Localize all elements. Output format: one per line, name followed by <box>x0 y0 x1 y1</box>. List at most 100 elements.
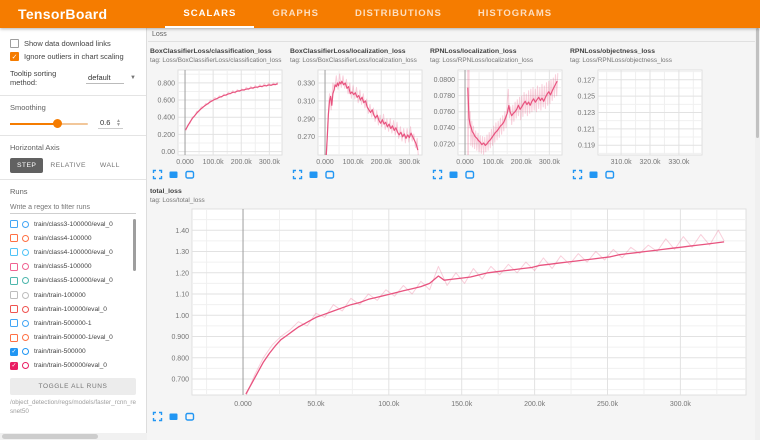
settings-sidebar: Show data download links ✓ Ignore outlie… <box>0 28 147 440</box>
smoothing-slider-knob[interactable] <box>52 119 62 128</box>
chart-actions <box>150 169 286 180</box>
svg-text:50.0k: 50.0k <box>307 401 325 408</box>
tab-graphs[interactable]: GRAPHS <box>272 7 319 19</box>
expand-icon[interactable] <box>292 169 303 180</box>
run-label: train/train-100000 <box>34 291 86 299</box>
run-item[interactable]: train/train-500000-1 <box>10 316 136 330</box>
tab-histograms[interactable]: HISTOGRAMS <box>477 7 553 19</box>
expand-icon[interactable] <box>432 169 443 180</box>
run-color-circle-icon <box>22 263 29 271</box>
run-checkbox[interactable] <box>10 319 18 328</box>
svg-text:100.0k: 100.0k <box>378 401 400 408</box>
run-item[interactable]: train/train-100000 <box>10 288 136 302</box>
run-item[interactable]: train/train-100000/eval_0 <box>10 302 136 316</box>
chart-title: total_loss <box>150 188 182 196</box>
run-checkbox[interactable] <box>10 291 18 300</box>
run-color-circle-icon <box>22 334 29 342</box>
ignore-outliers-checkbox[interactable]: ✓ <box>10 52 19 61</box>
tooltip-sorting-dropdown[interactable]: default <box>86 72 125 84</box>
run-item[interactable]: train/class4-100000/eval_0 <box>10 245 136 259</box>
chart-title: RPNLoss/localization_loss <box>430 48 517 55</box>
page-scrollbar[interactable] <box>755 28 760 440</box>
show-download-links-checkbox[interactable] <box>10 39 19 48</box>
run-checkbox[interactable] <box>10 220 18 229</box>
run-item[interactable]: train/class3-100000/eval_0 <box>10 217 136 231</box>
run-checkbox[interactable]: ✓ <box>10 347 18 356</box>
chart-card-classification-loss: BoxClassifierLoss/classification_loss ta… <box>150 48 286 180</box>
sidebar-horizontal-scrollbar-thumb[interactable] <box>2 434 98 439</box>
horizontal-axis-section: Horizontal Axis STEP RELATIVE WALL <box>0 136 146 180</box>
spinner-arrows-icon[interactable]: ▲ ▼ <box>116 117 121 128</box>
svg-text:0.127: 0.127 <box>577 77 595 84</box>
show-download-links-row[interactable]: Show data download links <box>10 39 136 48</box>
axis-wall-button[interactable]: WALL <box>99 162 120 169</box>
chart-plot[interactable]: 0.0720 0.0740 0.0760 0.0780 0.0800 0.000 100.0… <box>430 67 564 167</box>
expand-icon[interactable] <box>152 169 163 180</box>
svg-text:0.900: 0.900 <box>171 334 189 341</box>
run-item[interactable]: train/class4-100000 <box>10 231 136 245</box>
axis-step-button[interactable]: STEP <box>10 158 44 173</box>
chart-tag: tag: Loss/total_loss <box>150 196 205 204</box>
log-scale-toggle-icon[interactable] <box>448 169 459 180</box>
fit-domain-icon[interactable] <box>324 169 335 180</box>
log-scale-toggle-icon[interactable] <box>588 169 599 180</box>
run-checkbox[interactable]: ✓ <box>10 361 18 370</box>
run-color-circle-icon <box>22 305 29 313</box>
run-color-circle-icon <box>22 220 29 228</box>
chart-plot[interactable]: 0.700 0.800 0.900 1.00 1.10 1.20 1.30 1.40 0.000… <box>150 207 754 409</box>
run-checkbox[interactable] <box>10 262 18 271</box>
svg-text:0.00: 0.00 <box>161 149 175 156</box>
axis-relative-button[interactable]: RELATIVE <box>50 162 86 169</box>
ignore-outliers-row[interactable]: ✓ Ignore outliers in chart scaling <box>10 52 136 61</box>
svg-text:0.310: 0.310 <box>297 99 315 106</box>
fit-domain-icon[interactable] <box>604 169 615 180</box>
chart-plot[interactable]: 0.00 0.200 0.400 0.600 0.800 0.000 100.0k 200.0… <box>150 67 284 167</box>
fit-domain-icon[interactable] <box>464 169 475 180</box>
group-header-loss[interactable]: Loss <box>148 28 760 42</box>
log-scale-toggle-icon[interactable] <box>168 169 179 180</box>
chart-plot[interactable]: 0.270 0.290 0.310 0.330 0.000 100.0k 200.0k 300… <box>290 67 424 167</box>
chart-tag: tag: Loss/RPNLoss/localization_loss <box>430 56 534 64</box>
run-color-circle-icon <box>22 319 29 327</box>
runs-filter-input[interactable] <box>10 202 136 214</box>
run-item[interactable]: train/train-500000-1/eval_0 <box>10 331 136 345</box>
log-scale-toggle-icon[interactable] <box>308 169 319 180</box>
expand-icon[interactable] <box>152 411 163 422</box>
svg-text:100.0k: 100.0k <box>203 159 225 166</box>
run-checkbox[interactable] <box>10 305 18 314</box>
run-item[interactable]: ✓ train/train-500000/eval_0 <box>10 359 136 373</box>
run-item[interactable]: ✓ train/train-500000 <box>10 345 136 359</box>
run-label: train/class5-100000/eval_0 <box>34 277 113 285</box>
page-scrollbar-thumb[interactable] <box>756 28 759 138</box>
run-label: train/train-500000 <box>34 348 86 356</box>
log-scale-toggle-icon[interactable] <box>168 411 179 422</box>
run-label: train/train-500000/eval_0 <box>34 362 107 370</box>
show-download-links-label: Show data download links <box>24 39 111 48</box>
small-charts-row: BoxClassifierLoss/classification_loss ta… <box>148 42 760 180</box>
sidebar-horizontal-scrollbar[interactable] <box>0 433 147 440</box>
svg-text:1.20: 1.20 <box>175 271 189 278</box>
runs-list-scrollbar[interactable] <box>133 219 136 271</box>
expand-icon[interactable] <box>572 169 583 180</box>
svg-text:200.0k: 200.0k <box>371 159 393 166</box>
run-checkbox[interactable] <box>10 248 18 257</box>
run-item[interactable]: train/class5-100000/eval_0 <box>10 274 136 288</box>
svg-text:1.00: 1.00 <box>175 313 189 320</box>
svg-text:0.0740: 0.0740 <box>434 125 456 132</box>
run-checkbox[interactable] <box>10 276 18 285</box>
toggle-all-runs-button[interactable]: TOGGLE ALL RUNS <box>10 378 136 395</box>
tab-scalars[interactable]: SCALARS <box>165 0 255 28</box>
general-settings-section: Show data download links ✓ Ignore outlie… <box>0 28 146 96</box>
tab-distributions[interactable]: DISTRIBUTIONS <box>354 7 442 19</box>
svg-text:150.0k: 150.0k <box>451 401 473 408</box>
run-checkbox[interactable] <box>10 234 18 243</box>
svg-text:330.0k: 330.0k <box>668 159 690 166</box>
run-checkbox[interactable] <box>10 333 18 342</box>
run-item[interactable]: train/class5-100000 <box>10 260 136 274</box>
smoothing-value-input[interactable]: 0.6 ▲ ▼ <box>98 118 123 129</box>
fit-domain-icon[interactable] <box>184 169 195 180</box>
fit-domain-icon[interactable] <box>184 411 195 422</box>
smoothing-slider[interactable] <box>10 119 88 128</box>
chart-plot[interactable]: 0.119 0.121 0.123 0.125 0.127 310.0k 320.0k 330… <box>570 67 704 167</box>
